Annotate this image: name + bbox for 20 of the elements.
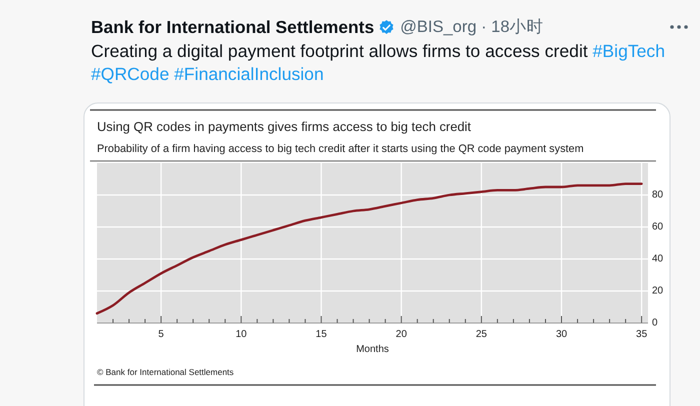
y-tick-label: 0 xyxy=(652,318,658,329)
x-tick-label: 15 xyxy=(316,329,328,340)
y-tick-label: 80 xyxy=(652,190,664,201)
y-tick-label: 40 xyxy=(652,254,664,265)
y-tick-label: 60 xyxy=(652,222,664,233)
chart-title: Using QR codes in payments gives firms access to big tech credit xyxy=(97,119,472,134)
x-tick-label: 25 xyxy=(476,329,488,340)
line-series xyxy=(96,182,643,315)
text: © Bank for International Settlements xyxy=(97,367,234,377)
x-tick-label: 20 xyxy=(396,329,408,340)
y-tick-label: 20 xyxy=(652,286,664,297)
text: Creating a digital payment footprint allows firms to access credit xyxy=(91,41,588,61)
text: @BIS_org · 18小时 xyxy=(400,17,544,38)
x-tick-label: 35 xyxy=(636,329,648,340)
x-tick-label: 5 xyxy=(158,329,164,340)
x-tick-label: 30 xyxy=(556,329,568,340)
x-axis-title: Months xyxy=(356,344,389,355)
text: Bank for International Settlements xyxy=(91,16,374,38)
chart-subtitle: Probability of a firm having access to big tech credit after it starts using the QR code payment system xyxy=(97,143,584,155)
x-tick-label: 10 xyxy=(236,329,248,340)
